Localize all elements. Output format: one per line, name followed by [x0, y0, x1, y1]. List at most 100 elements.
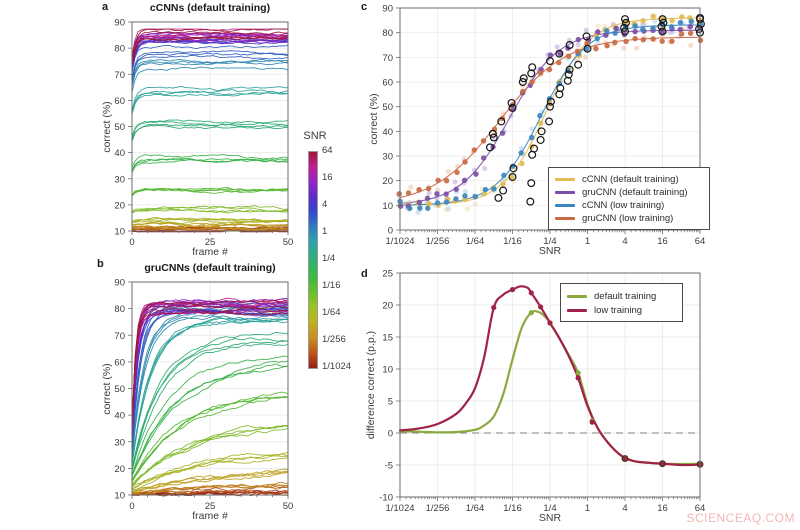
- svg-text:20: 20: [114, 200, 125, 211]
- svg-text:1/4: 1/4: [543, 503, 556, 514]
- legend-swatch: [567, 308, 587, 312]
- svg-text:1: 1: [585, 236, 590, 247]
- svg-text:90: 90: [382, 4, 393, 15]
- panel-d-plot: 1/1024 1/256 1/64 1/16 1/4 1 4 16 64 -10 -5 0 5 10 15 2…: [379, 269, 705, 515]
- legend-label: cCNN (low training): [582, 200, 665, 211]
- svg-text:40: 40: [114, 148, 125, 159]
- legend-entry: low training: [567, 304, 674, 316]
- panel-d-label: d: [361, 268, 368, 280]
- svg-text:-5: -5: [385, 461, 393, 472]
- svg-text:10: 10: [114, 227, 125, 238]
- svg-text:10: 10: [382, 201, 393, 212]
- svg-text:50: 50: [382, 102, 393, 113]
- svg-text:90: 90: [114, 18, 125, 29]
- svg-text:5: 5: [388, 397, 393, 408]
- panel-b-ylabel: correct (%): [101, 363, 113, 415]
- svg-text:30: 30: [114, 174, 125, 185]
- panel-d-xlabel: SNR: [538, 512, 562, 524]
- colorbar-tick-label: 1/1024: [322, 361, 352, 372]
- svg-text:70: 70: [382, 53, 393, 64]
- svg-text:20: 20: [382, 301, 393, 312]
- svg-text:1/16: 1/16: [503, 236, 522, 247]
- legend-entry: cCNN (low training): [555, 200, 701, 212]
- legend-label: default training: [594, 290, 657, 302]
- colorbar-title: SNR: [303, 130, 327, 142]
- svg-text:40: 40: [114, 411, 125, 422]
- svg-text:50: 50: [283, 237, 294, 248]
- legend-swatch: [555, 178, 575, 181]
- svg-text:1/64: 1/64: [466, 503, 485, 514]
- svg-text:30: 30: [114, 437, 125, 448]
- legend-entry: default training: [567, 290, 674, 302]
- svg-text:20: 20: [382, 176, 393, 187]
- svg-text:0: 0: [129, 501, 134, 512]
- svg-text:1/16: 1/16: [503, 503, 522, 514]
- panel-d-legend: default training low training: [560, 283, 683, 322]
- panel-b-xlabel: frame #: [192, 510, 228, 522]
- panel-c-xlabel: SNR: [538, 245, 562, 257]
- svg-text:10: 10: [382, 365, 393, 376]
- svg-text:64: 64: [695, 236, 706, 247]
- panel-c-ylabel: correct (%): [368, 93, 380, 145]
- colorbar-tick-label: 1/256: [322, 334, 346, 345]
- svg-text:60: 60: [382, 78, 393, 89]
- svg-text:16: 16: [657, 236, 668, 247]
- colorbar-tick-label: 1/4: [322, 253, 336, 264]
- panel-a-label: a: [102, 1, 109, 13]
- svg-text:60: 60: [114, 96, 125, 107]
- svg-text:25: 25: [205, 237, 216, 248]
- svg-text:50: 50: [114, 122, 125, 133]
- svg-text:0: 0: [388, 226, 393, 237]
- svg-text:4: 4: [622, 236, 627, 247]
- svg-text:10: 10: [114, 491, 125, 502]
- svg-text:4: 4: [622, 503, 627, 514]
- svg-text:1/1024: 1/1024: [385, 503, 414, 514]
- legend-label: gruCNN (default training): [582, 187, 688, 198]
- panel-c-label: c: [361, 1, 368, 13]
- colorbar-tick-label: 1/64: [322, 307, 341, 318]
- legend-entry: cCNN (default training): [555, 174, 701, 186]
- svg-text:1/4: 1/4: [543, 236, 556, 247]
- svg-text:80: 80: [382, 28, 393, 39]
- svg-text:60: 60: [114, 357, 125, 368]
- legend-swatch: [555, 217, 575, 220]
- svg-text:15: 15: [382, 333, 393, 344]
- panel-d-ylabel: difference correct (p.p.): [365, 330, 377, 440]
- svg-text:1/256: 1/256: [426, 236, 450, 247]
- panel-b-title: gruCNNs (default training): [144, 262, 276, 274]
- svg-text:50: 50: [283, 501, 294, 512]
- svg-text:1/1024: 1/1024: [385, 236, 414, 247]
- colorbar-tick-label: 16: [322, 172, 333, 183]
- svg-text:0: 0: [388, 429, 393, 440]
- colorbar-tick-label: 1/16: [322, 280, 341, 291]
- svg-text:25: 25: [205, 501, 216, 512]
- svg-text:70: 70: [114, 331, 125, 342]
- legend-swatch: [555, 191, 575, 194]
- legend-swatch: [555, 204, 575, 207]
- svg-text:50: 50: [114, 384, 125, 395]
- legend-entry: gruCNN (default training): [555, 187, 701, 199]
- snr-colorbar: [308, 151, 318, 369]
- legend-label: cCNN (default training): [582, 174, 679, 185]
- legend-entry: gruCNN (low training): [555, 213, 701, 225]
- svg-text:64: 64: [695, 503, 706, 514]
- svg-text:40: 40: [382, 127, 393, 138]
- panel-b-plot: 0 25 50 10 20 30 40 50 60 70 80 90: [114, 278, 293, 513]
- legend-swatch: [567, 294, 587, 298]
- panel-a-ylabel: correct (%): [101, 101, 113, 153]
- legend-label: low training: [594, 304, 643, 316]
- panel-a-plot: 0 25 50 10 20 30 40 50 60 70 80 90: [114, 18, 293, 249]
- legend-label: gruCNN (low training): [582, 213, 674, 224]
- svg-text:1: 1: [585, 503, 590, 514]
- panel-b-label: b: [97, 258, 104, 270]
- panel-a-title: cCNNs (default training): [149, 2, 271, 14]
- svg-text:80: 80: [114, 44, 125, 55]
- svg-text:1/256: 1/256: [426, 503, 450, 514]
- svg-text:30: 30: [382, 152, 393, 163]
- svg-text:90: 90: [114, 278, 125, 289]
- svg-text:25: 25: [382, 269, 393, 280]
- svg-text:-10: -10: [379, 493, 393, 504]
- svg-text:16: 16: [657, 503, 668, 514]
